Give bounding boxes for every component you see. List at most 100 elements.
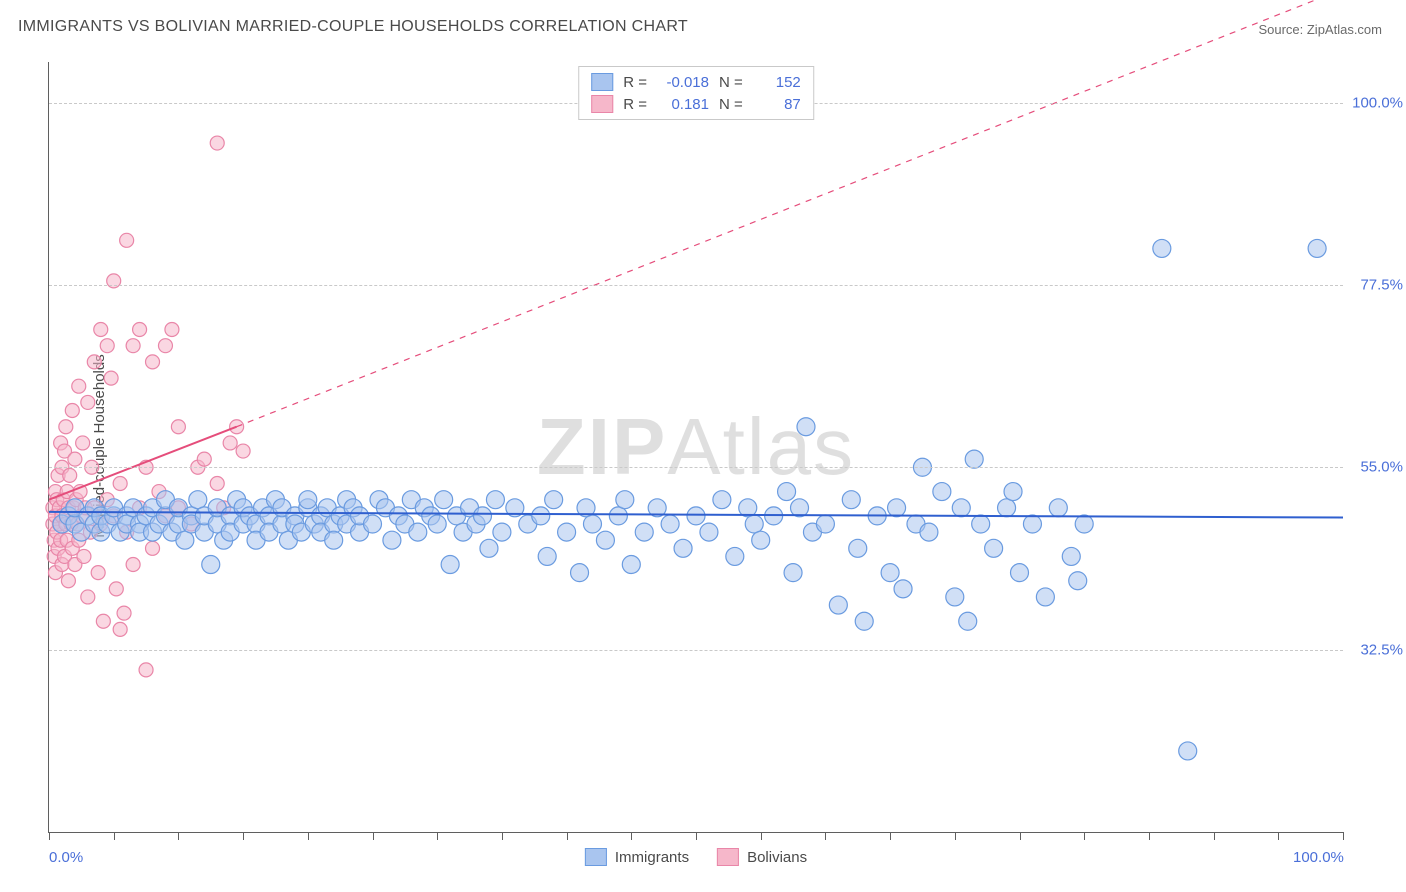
point-bolivians	[87, 355, 101, 369]
point-immigrants	[486, 491, 504, 509]
point-immigrants	[1023, 515, 1041, 533]
x-tick-mark	[890, 832, 891, 840]
point-immigrants	[829, 596, 847, 614]
swatch-bolivians	[591, 95, 613, 113]
point-bolivians	[59, 420, 73, 434]
gridline	[49, 650, 1343, 651]
point-bolivians	[223, 436, 237, 450]
x-tick-mark	[567, 832, 568, 840]
y-tick-label: 32.5%	[1360, 641, 1403, 658]
x-tick-label: 100.0%	[1293, 849, 1344, 866]
point-immigrants	[894, 580, 912, 598]
x-tick-mark	[502, 832, 503, 840]
point-bolivians	[81, 395, 95, 409]
point-bolivians	[63, 468, 77, 482]
point-immigrants	[325, 531, 343, 549]
point-immigrants	[480, 539, 498, 557]
point-immigrants	[622, 556, 640, 574]
point-bolivians	[113, 622, 127, 636]
point-immigrants	[1049, 499, 1067, 517]
point-immigrants	[493, 523, 511, 541]
point-immigrants	[998, 499, 1016, 517]
point-immigrants	[428, 515, 446, 533]
point-immigrants	[972, 515, 990, 533]
point-immigrants	[791, 499, 809, 517]
point-immigrants	[713, 491, 731, 509]
point-bolivians	[146, 355, 160, 369]
point-bolivians	[146, 541, 160, 555]
chart-title: IMMIGRANTS VS BOLIVIAN MARRIED-COUPLE HO…	[18, 18, 688, 36]
legend-stats-box: R = -0.018 N = 152 R = 0.181 N = 87	[578, 66, 814, 120]
x-tick-mark	[49, 832, 50, 840]
gridline	[49, 467, 1343, 468]
point-immigrants	[965, 450, 983, 468]
x-tick-mark	[1020, 832, 1021, 840]
point-immigrants	[745, 515, 763, 533]
point-bolivians	[171, 420, 185, 434]
point-immigrants	[700, 523, 718, 541]
source-value: ZipAtlas.com	[1307, 22, 1382, 37]
point-immigrants	[920, 523, 938, 541]
point-bolivians	[158, 339, 172, 353]
point-bolivians	[139, 663, 153, 677]
x-tick-mark	[243, 832, 244, 840]
trendline-bolivians-dashed	[237, 0, 1343, 427]
point-immigrants	[473, 507, 491, 525]
point-immigrants	[176, 531, 194, 549]
y-tick-label: 55.0%	[1360, 459, 1403, 476]
legend-item-immigrants: Immigrants	[585, 848, 689, 866]
point-immigrants	[538, 547, 556, 565]
point-immigrants	[661, 515, 679, 533]
point-bolivians	[117, 606, 131, 620]
point-bolivians	[94, 322, 108, 336]
r-value-immigrants: -0.018	[657, 74, 709, 91]
n-label: N =	[719, 74, 743, 91]
legend-stats-row-immigrants: R = -0.018 N = 152	[591, 71, 801, 93]
point-immigrants	[1179, 742, 1197, 760]
point-bolivians	[100, 339, 114, 353]
point-immigrants	[797, 418, 815, 436]
point-immigrants	[752, 531, 770, 549]
x-tick-mark	[696, 832, 697, 840]
point-bolivians	[104, 371, 118, 385]
x-tick-label: 0.0%	[49, 849, 83, 866]
point-immigrants	[571, 564, 589, 582]
point-immigrants	[299, 491, 317, 509]
point-immigrants	[558, 523, 576, 541]
point-bolivians	[113, 476, 127, 490]
r-label: R =	[623, 74, 647, 91]
y-tick-label: 100.0%	[1352, 94, 1403, 111]
bottom-legend: Immigrants Bolivians	[585, 848, 807, 866]
point-immigrants	[855, 612, 873, 630]
point-immigrants	[959, 612, 977, 630]
x-tick-mark	[308, 832, 309, 840]
x-tick-mark	[1149, 832, 1150, 840]
x-tick-mark	[761, 832, 762, 840]
x-tick-mark	[1214, 832, 1215, 840]
point-immigrants	[1062, 547, 1080, 565]
n-value-immigrants: 152	[753, 74, 801, 91]
y-tick-label: 77.5%	[1360, 276, 1403, 293]
point-bolivians	[96, 614, 110, 628]
source-label: Source:	[1258, 22, 1306, 37]
point-immigrants	[687, 507, 705, 525]
legend-label-immigrants: Immigrants	[615, 849, 689, 866]
point-immigrants	[532, 507, 550, 525]
point-bolivians	[210, 476, 224, 490]
point-immigrants	[784, 564, 802, 582]
swatch-immigrants	[591, 73, 613, 91]
point-immigrants	[635, 523, 653, 541]
point-immigrants	[1075, 515, 1093, 533]
point-immigrants	[985, 539, 1003, 557]
point-bolivians	[165, 322, 179, 336]
r-label: R =	[623, 96, 647, 113]
x-tick-mark	[373, 832, 374, 840]
point-immigrants	[545, 491, 563, 509]
r-value-bolivians: 0.181	[657, 96, 709, 113]
point-bolivians	[72, 379, 86, 393]
point-bolivians	[236, 444, 250, 458]
point-immigrants	[1308, 239, 1326, 257]
x-tick-mark	[825, 832, 826, 840]
point-immigrants	[609, 507, 627, 525]
point-immigrants	[583, 515, 601, 533]
